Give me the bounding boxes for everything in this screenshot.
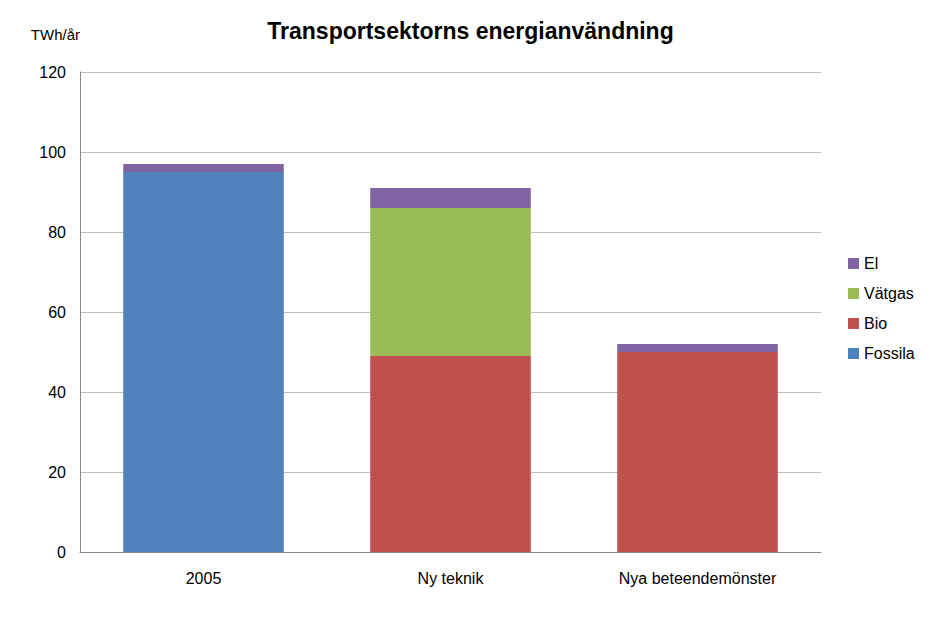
svg-text:El: El bbox=[864, 255, 878, 272]
svg-text:Vätgas: Vätgas bbox=[864, 285, 914, 302]
svg-text:80: 80 bbox=[48, 224, 66, 241]
svg-text:60: 60 bbox=[48, 304, 66, 321]
svg-text:Bio: Bio bbox=[864, 315, 887, 332]
svg-text:Transportsektorns energianvänd: Transportsektorns energianvändning bbox=[267, 18, 673, 44]
svg-text:Ny teknik: Ny teknik bbox=[418, 570, 485, 587]
svg-text:120: 120 bbox=[39, 64, 66, 81]
svg-text:40: 40 bbox=[48, 384, 66, 401]
svg-text:2005: 2005 bbox=[186, 570, 222, 587]
svg-text:Fossila: Fossila bbox=[864, 345, 915, 362]
svg-text:100: 100 bbox=[39, 144, 66, 161]
svg-text:0: 0 bbox=[57, 544, 66, 561]
svg-text:20: 20 bbox=[48, 464, 66, 481]
svg-text:TWh/år: TWh/år bbox=[31, 26, 80, 43]
svg-text:Nya beteendemönster: Nya beteendemönster bbox=[619, 570, 777, 587]
